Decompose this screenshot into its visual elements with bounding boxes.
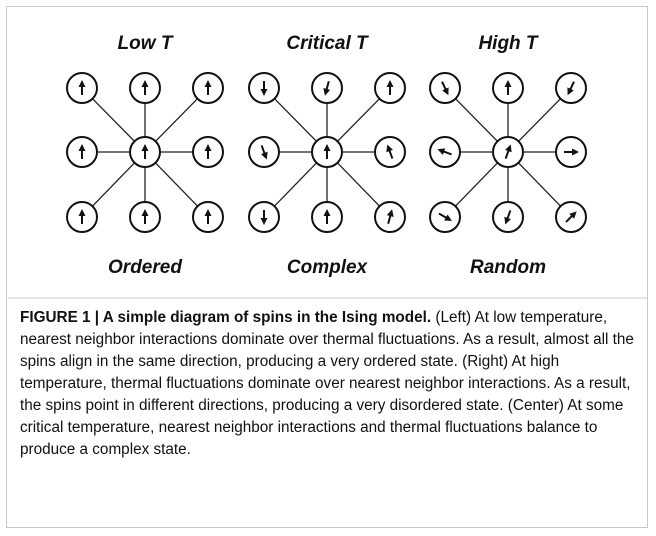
- bond: [154, 162, 199, 207]
- arrow-head: [141, 209, 149, 216]
- spin-arrow: [564, 148, 579, 156]
- spin-arrow: [78, 144, 86, 159]
- panel-title: Low T: [118, 33, 174, 54]
- figure-frame: [6, 6, 648, 528]
- bond: [455, 98, 498, 142]
- bond: [91, 162, 136, 207]
- spin-diagram: Low T Ordered Critical T Complex High T Rando…: [8, 33, 648, 299]
- arrow-head: [204, 80, 212, 87]
- spin-arrow: [260, 210, 268, 225]
- arrow-head: [141, 80, 149, 87]
- bond: [274, 98, 317, 142]
- bond: [92, 98, 135, 142]
- arrow-head: [323, 88, 331, 96]
- arrow-head: [260, 218, 268, 225]
- panel-label: Random: [470, 257, 546, 278]
- spin-arrow: [438, 212, 452, 221]
- arrow-head: [204, 209, 212, 216]
- spin-arrow: [141, 209, 149, 224]
- spin-arrow: [323, 209, 331, 224]
- bond: [337, 98, 380, 142]
- arrow-head: [386, 144, 393, 153]
- bond: [454, 162, 499, 207]
- spin-arrow: [260, 81, 268, 96]
- spin-arrow: [78, 209, 86, 224]
- spin-arrow: [441, 81, 449, 96]
- spin-arrow: [204, 209, 212, 224]
- spin-arrow: [504, 210, 512, 225]
- caption: FIGURE 1 | A simple diagram of spins in …: [20, 307, 638, 461]
- arrow-head: [567, 87, 574, 96]
- arrow-head: [323, 209, 331, 216]
- spin-arrow: [323, 144, 331, 159]
- arrow-head: [437, 148, 446, 155]
- arrow-head: [386, 80, 394, 87]
- spin-arrow: [386, 209, 394, 225]
- panel-title: Critical T: [286, 33, 369, 54]
- arrow-head: [141, 144, 149, 151]
- arrow-head: [323, 144, 331, 151]
- panel-label: Ordered: [108, 257, 182, 278]
- spin-arrow: [386, 144, 394, 159]
- arrow-head: [504, 216, 511, 225]
- arrow-head: [204, 144, 212, 151]
- bond: [518, 98, 561, 142]
- caption-text: (Left) At low temperature, nearest neigh…: [20, 309, 634, 458]
- arrow-head: [572, 148, 579, 156]
- spin-arrow: [141, 144, 149, 159]
- spin-arrow: [567, 81, 575, 96]
- spin-arrow: [260, 145, 268, 160]
- arrow-head: [444, 214, 452, 221]
- bond: [273, 162, 318, 207]
- arrow-head: [504, 80, 512, 87]
- arrow-head: [78, 80, 86, 87]
- spin-arrow: [204, 80, 212, 95]
- bond: [336, 162, 381, 207]
- spin-arrow: [504, 144, 512, 159]
- arrow-head: [386, 209, 394, 217]
- arrow-head: [78, 209, 86, 216]
- arrow-head: [78, 144, 86, 151]
- arrow-head: [505, 144, 512, 153]
- spin-arrow: [323, 80, 331, 96]
- spin-arrow: [204, 144, 212, 159]
- spin-arrow: [386, 80, 394, 95]
- bond: [517, 162, 562, 207]
- spin-arrow: [78, 80, 86, 95]
- bond: [155, 98, 198, 142]
- arrow-head: [442, 87, 449, 96]
- caption-label: FIGURE 1 | A simple diagram of spins in …: [20, 309, 432, 326]
- arrow-head: [260, 89, 268, 96]
- panel-title: High T: [478, 33, 538, 54]
- spin-arrow: [141, 80, 149, 95]
- spin-arrow: [437, 148, 452, 156]
- spin-arrow: [504, 80, 512, 95]
- arrow-head: [261, 151, 268, 160]
- panel-label: Complex: [287, 257, 369, 278]
